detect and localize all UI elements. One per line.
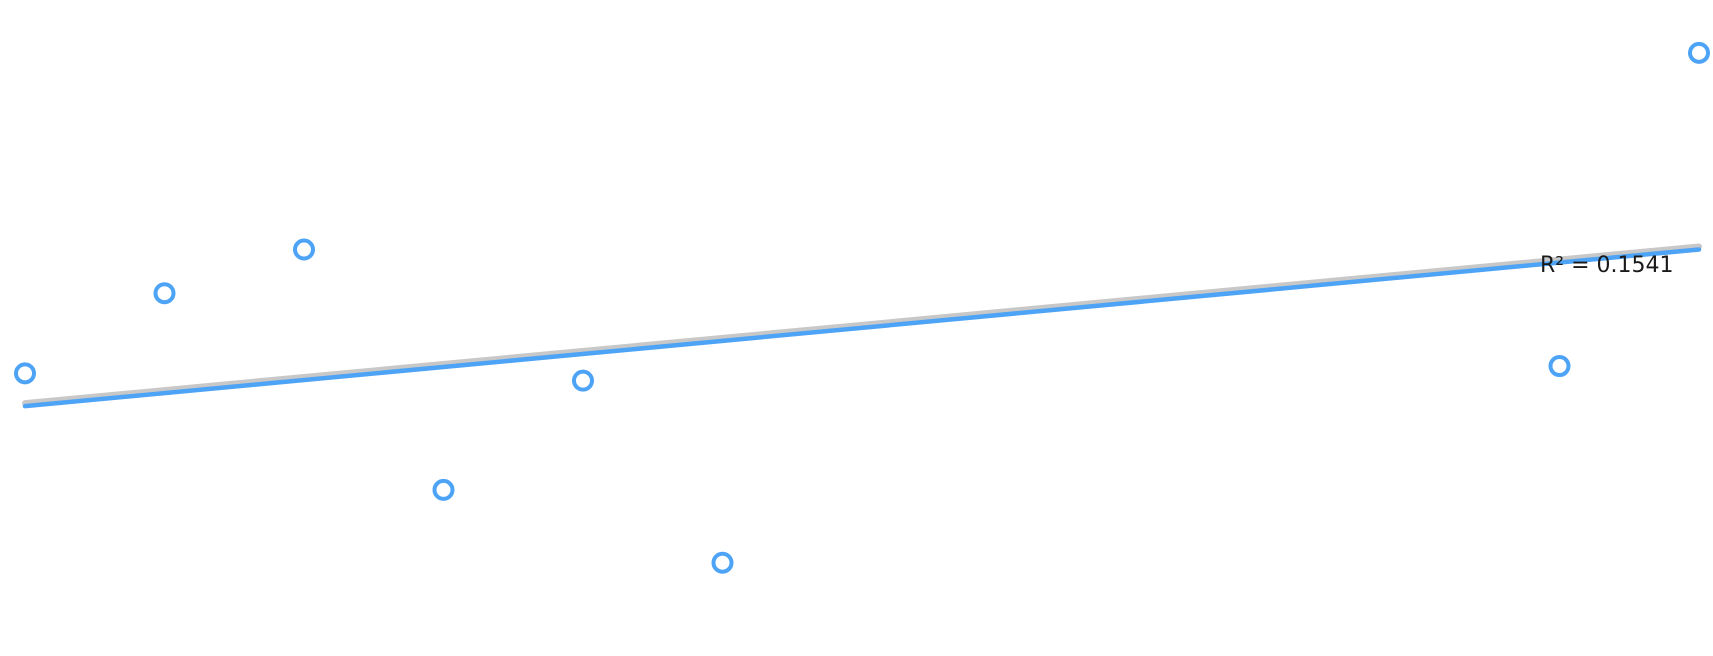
data-point	[153, 282, 176, 305]
data-point	[572, 369, 594, 392]
data-point	[1688, 41, 1710, 64]
trendline	[22, 247, 1702, 409]
points-layer	[14, 41, 1710, 574]
data-point	[711, 551, 734, 574]
data-point	[14, 362, 36, 385]
data-point	[293, 238, 315, 261]
r-squared-label: R² = 0.1541	[1540, 253, 1674, 278]
data-point	[432, 478, 455, 501]
trendline-layer	[22, 243, 1702, 409]
trendline-shadow	[22, 243, 1702, 407]
data-point	[1548, 355, 1571, 378]
